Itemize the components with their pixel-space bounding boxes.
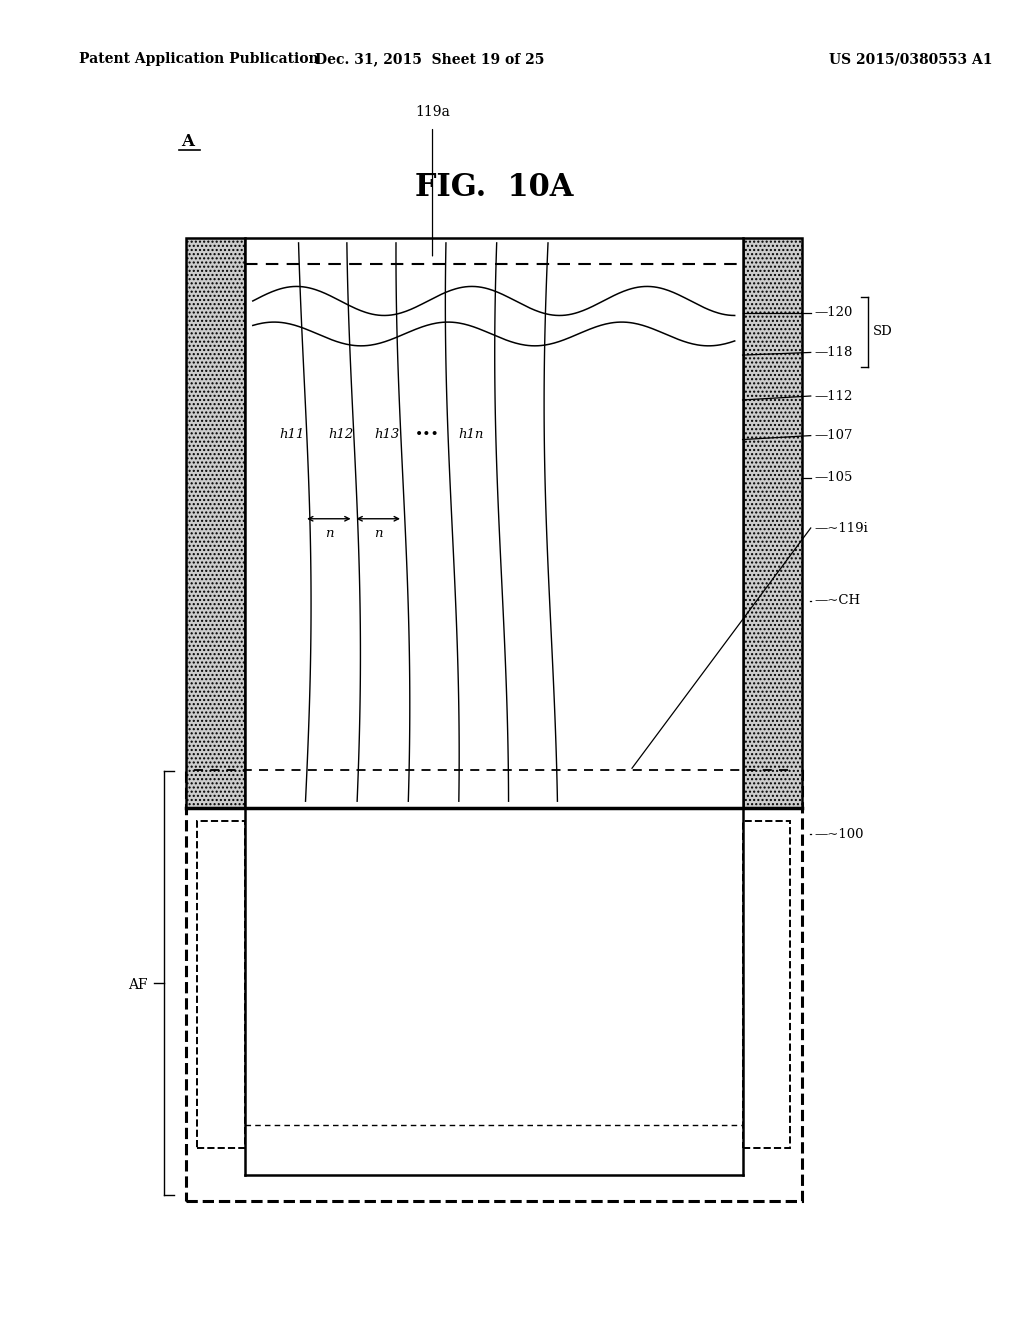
Text: 119a: 119a [415, 106, 450, 119]
Text: US 2015/0380553 A1: US 2015/0380553 A1 [829, 53, 993, 66]
Text: h1n: h1n [459, 428, 483, 441]
Bar [742, 238, 802, 808]
Text: FIG.  10A: FIG. 10A [415, 172, 572, 203]
Text: —112: —112 [815, 389, 853, 403]
Text: h11: h11 [280, 428, 305, 441]
Text: n: n [374, 527, 382, 540]
Text: —~CH: —~CH [815, 594, 861, 607]
Text: h12: h12 [328, 428, 353, 441]
Text: —~119i: —~119i [815, 521, 868, 535]
Bar [185, 768, 802, 1201]
Text: —118: —118 [815, 346, 853, 359]
Text: Dec. 31, 2015  Sheet 19 of 25: Dec. 31, 2015 Sheet 19 of 25 [314, 53, 544, 66]
Bar [185, 238, 245, 808]
Text: AF: AF [128, 978, 148, 991]
Text: SD: SD [872, 326, 893, 338]
Text: •••: ••• [415, 428, 440, 441]
Bar [245, 238, 742, 808]
Text: —107: —107 [815, 429, 853, 442]
Bar [742, 821, 790, 1148]
Text: Patent Application Publication: Patent Application Publication [79, 53, 318, 66]
Text: h13: h13 [375, 428, 399, 441]
Bar [198, 821, 245, 1148]
Text: —120: —120 [815, 306, 853, 319]
Text: n: n [325, 527, 333, 540]
Text: A: A [180, 133, 194, 149]
Text: —~100: —~100 [815, 828, 864, 841]
Text: —105: —105 [815, 471, 853, 484]
